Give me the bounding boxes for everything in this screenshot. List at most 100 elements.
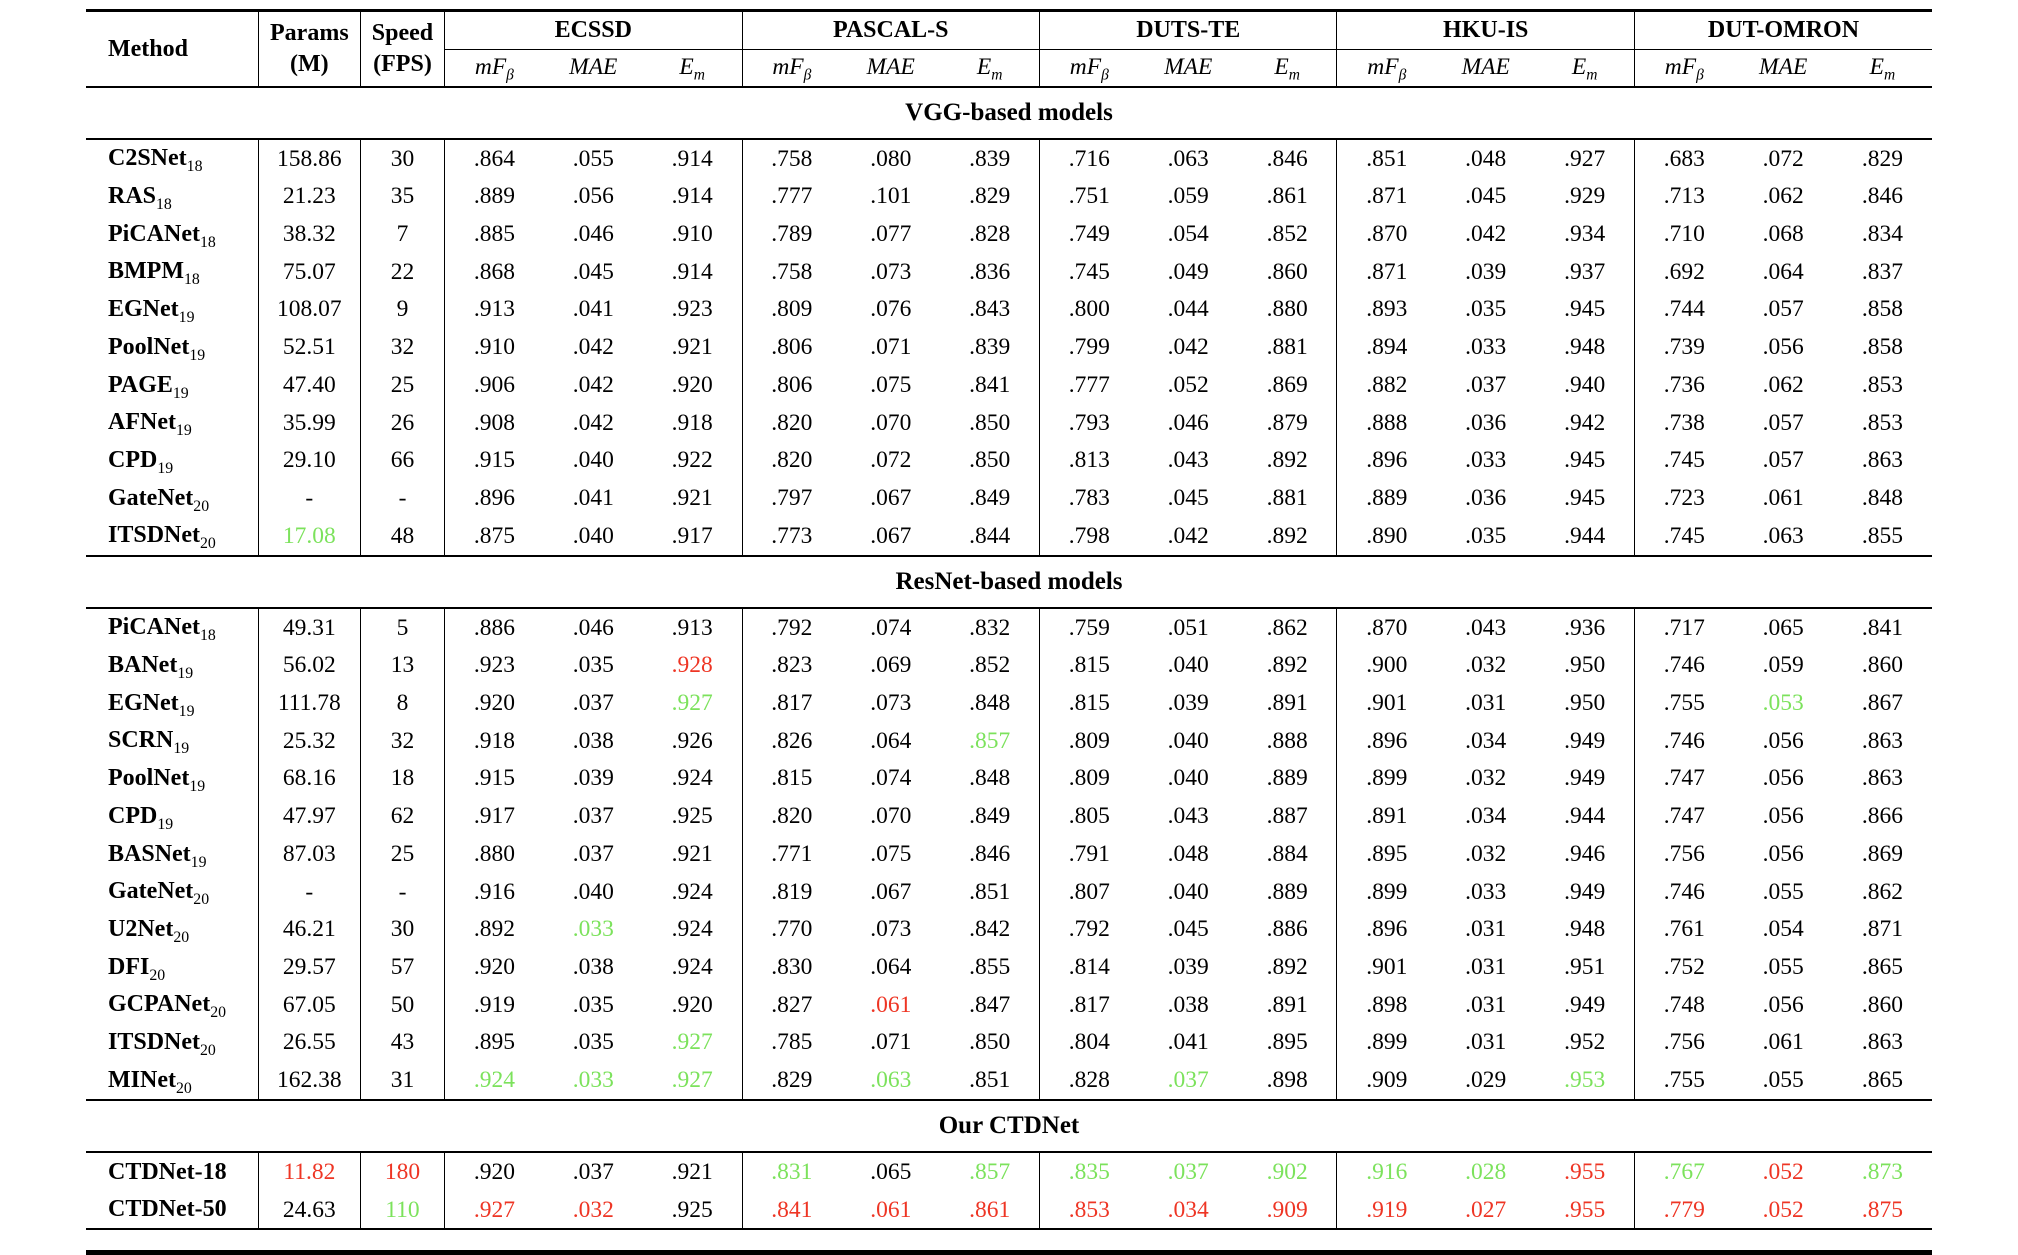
metric-value: .857: [969, 727, 1011, 754]
metric-value: .055: [1762, 953, 1804, 980]
metric-value: .068: [1762, 221, 1804, 248]
metric-value: .866: [1861, 803, 1903, 830]
params-value: 68.16: [257, 759, 361, 798]
metric-value: .896: [1336, 721, 1437, 760]
metric-value: .063: [1167, 145, 1209, 172]
metric-value: .928: [671, 652, 713, 679]
metric-value: .881: [1266, 334, 1308, 361]
metric-value: .034: [1167, 1196, 1209, 1223]
table-row: PiCANet18 38.32 7.885 .046 .910 .789 .077 .828.…: [86, 215, 1932, 253]
metric-header: mFβ: [1336, 49, 1437, 88]
metric-value: .072: [1762, 145, 1804, 172]
method-name: PAGE19: [108, 371, 189, 402]
metric-value: .908: [444, 403, 544, 442]
metric-value: .882: [1336, 366, 1437, 404]
metric-header: Em: [1832, 49, 1932, 88]
metric-value: .860: [1861, 991, 1903, 1018]
metric-value: .063: [1762, 522, 1804, 549]
table-row: PoolNet19 52.51 32.910 .042 .921 .806 .071 .839…: [86, 328, 1932, 367]
metric-value: .864: [444, 138, 544, 178]
metric-value: .040: [572, 878, 614, 905]
params-value: 35.99: [257, 403, 361, 442]
metric-value: .914: [671, 183, 713, 210]
metric-value: .858: [1861, 296, 1903, 323]
metric-value: .040: [1167, 727, 1209, 754]
metric-value: .901: [1336, 948, 1437, 986]
metric-value: .949: [1564, 878, 1606, 905]
metric-value: .809: [741, 290, 842, 329]
metric-value: .909: [1266, 1196, 1308, 1223]
metric-value: .716: [1038, 138, 1139, 178]
metric-value: .839: [969, 334, 1011, 361]
metric-value: .885: [444, 215, 544, 253]
table-row: C2SNet18 158.86 30.864 .055 .914 .758 .080 .839…: [86, 138, 1932, 178]
dataset-header-ecssd: ECSSD: [444, 10, 743, 50]
metric-value: .950: [1564, 652, 1606, 679]
dataset-header-duts-te: DUTS-TE: [1038, 10, 1337, 50]
table-row: U2Net20 46.21 30.892 .033 .924 .770 .073 .842 .7…: [86, 910, 1932, 949]
metric-value: .889: [1266, 878, 1308, 905]
metric-value: .798: [1038, 516, 1139, 556]
metric-value: .862: [1266, 614, 1308, 641]
params-value: 87.03: [257, 835, 361, 873]
metric-value: .055: [572, 145, 614, 172]
metric-value: .913: [444, 290, 544, 329]
metric-value: .805: [1038, 797, 1139, 836]
speed-value: 62: [359, 797, 445, 836]
metric-value: .899: [1336, 759, 1437, 798]
metric-value: .042: [1167, 522, 1209, 549]
metric-header: MAE: [841, 49, 941, 88]
metric-value: .041: [572, 296, 614, 323]
metric-value: .049: [1167, 258, 1209, 285]
metric-value: .034: [1465, 803, 1507, 830]
speed-value: 50: [359, 985, 445, 1024]
metric-value: .898: [1266, 1067, 1308, 1094]
table-row: GateNet20- - .896.041.921.797.067.849.783.…: [86, 479, 1932, 517]
metric-header: MAE: [1733, 49, 1833, 88]
metric-value: .900: [1336, 646, 1437, 685]
metric-value: .851: [969, 1067, 1011, 1094]
table-row: ITSDNet20 26.55 43.895.035.927.785.071.850…: [86, 1023, 1932, 1062]
metric-value: .937: [1564, 258, 1606, 285]
metric-value: .056: [1762, 334, 1804, 361]
params-value: 52.51: [257, 328, 361, 367]
metric-value: .944: [1564, 803, 1606, 830]
metric-value: .736: [1633, 366, 1734, 404]
metric-value: .075: [870, 371, 912, 398]
metric-value: .751: [1038, 177, 1139, 216]
metric-value: .927: [671, 1029, 713, 1056]
metric-value: .915: [444, 759, 544, 798]
metric-value: .807: [1038, 872, 1139, 911]
metric-value: .063: [870, 1067, 912, 1094]
metric-value: .074: [870, 614, 912, 641]
metric-value: .945: [1564, 447, 1606, 474]
metric-value: .829: [969, 183, 1011, 210]
metric-value: .863: [1861, 1029, 1903, 1056]
metric-value: .075: [870, 840, 912, 867]
metric-value: .830: [741, 948, 842, 986]
metric-value: .869: [1266, 371, 1308, 398]
metric-value: .855: [969, 953, 1011, 980]
metric-value: .777: [741, 177, 842, 216]
method-name: CTDNet-50: [108, 1196, 227, 1223]
metric-value: .746: [1633, 721, 1734, 760]
metric-value: .752: [1633, 948, 1734, 986]
metric-value: .920: [444, 684, 544, 722]
method-name: PoolNet19: [108, 765, 206, 795]
metric-value: .037: [572, 689, 614, 716]
speed-value: 180: [359, 1152, 445, 1191]
metric-value: .841: [969, 371, 1011, 398]
metric-value: .767: [1633, 1152, 1734, 1191]
metric-value: .073: [870, 916, 912, 943]
metric-value: .042: [1465, 221, 1507, 248]
metric-header: Em: [1237, 49, 1337, 88]
metric-value: .829: [741, 1061, 842, 1101]
metric-value: .683: [1633, 138, 1734, 178]
speed-value: 22: [359, 252, 445, 291]
speed-value: 110: [359, 1190, 445, 1230]
metric-value: .891: [1266, 991, 1308, 1018]
table-row: PoolNet19 68.16 18.915 .039 .924 .815 .074 .848…: [86, 759, 1932, 798]
header-row-metrics: mFβ MAE Em mFβ MAE Em mFβ MAE Em mFβ MAE Em mFβ MAE Em: [86, 49, 1932, 88]
metric-value: .853: [1861, 409, 1903, 436]
metric-value: .748: [1633, 985, 1734, 1024]
